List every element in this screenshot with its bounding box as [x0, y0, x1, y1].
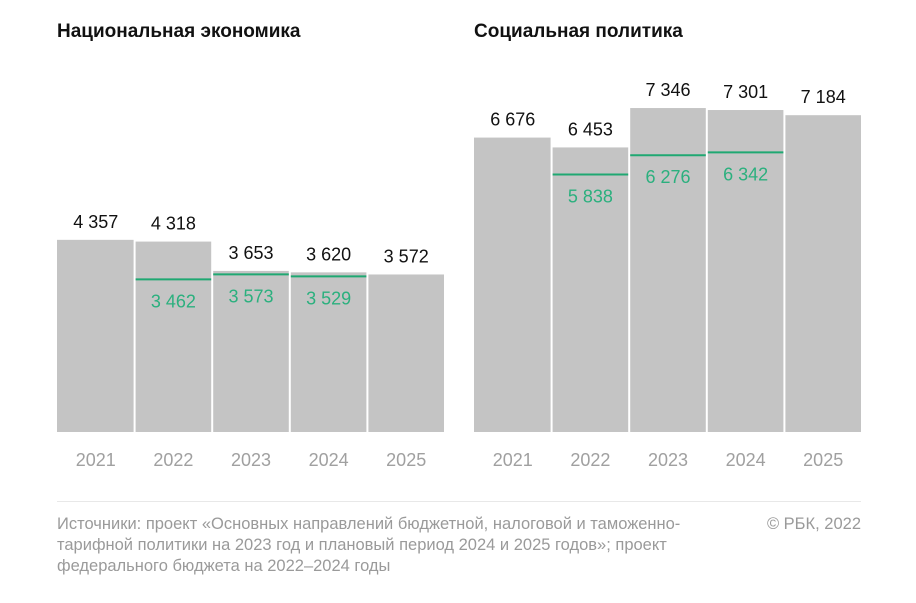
plan-label-2023: 3 573: [228, 286, 273, 306]
chart-title-social-policy: Социальная политика: [474, 21, 683, 42]
copyright: © РБК, 2022: [766, 515, 861, 533]
value-label-2021: 4 357: [73, 212, 118, 232]
value-label-2024: 3 620: [306, 244, 351, 264]
year-label-2025: 2025: [386, 450, 426, 470]
bar-2023: [213, 270, 289, 432]
year-label-2025: 2025: [803, 450, 843, 470]
plan-label-2022: 3 462: [151, 291, 196, 311]
value-label-2023: 7 346: [645, 80, 690, 100]
plan-label-2024: 6 342: [723, 164, 768, 184]
value-label-2021: 6 676: [490, 110, 535, 130]
year-label-2021: 2021: [493, 450, 533, 470]
bar-2021: [57, 239, 134, 432]
year-label-2023: 2023: [648, 450, 688, 470]
value-label-2025: 3 572: [384, 246, 429, 266]
bar-2025: [368, 274, 444, 432]
value-label-2023: 3 653: [228, 243, 273, 263]
source-note: Источники: проект «Основных направлений …: [57, 515, 681, 575]
chart-title-national-economy: Национальная экономика: [57, 21, 301, 42]
year-label-2023: 2023: [231, 450, 271, 470]
bar-2022: [552, 147, 629, 432]
bar-2023: [630, 108, 706, 433]
value-label-2025: 7 184: [801, 87, 846, 107]
year-label-2022: 2022: [153, 450, 193, 470]
bar-2024: [707, 110, 784, 432]
plan-label-2024: 3 529: [306, 288, 351, 308]
value-label-2024: 7 301: [723, 82, 768, 102]
year-label-2024: 2024: [309, 450, 349, 470]
value-label-2022: 6 453: [568, 119, 613, 139]
year-label-2021: 2021: [76, 450, 116, 470]
year-label-2022: 2022: [570, 450, 610, 470]
bar-2021: [474, 137, 551, 433]
bar-2025: [785, 115, 861, 432]
plan-label-2022: 5 838: [568, 187, 613, 207]
bar-2022: [135, 241, 212, 432]
bar-2024: [290, 272, 367, 432]
year-label-2024: 2024: [726, 450, 766, 470]
value-label-2022: 4 318: [151, 214, 196, 234]
plan-label-2023: 6 276: [645, 167, 690, 187]
footer-divider: [57, 501, 861, 502]
